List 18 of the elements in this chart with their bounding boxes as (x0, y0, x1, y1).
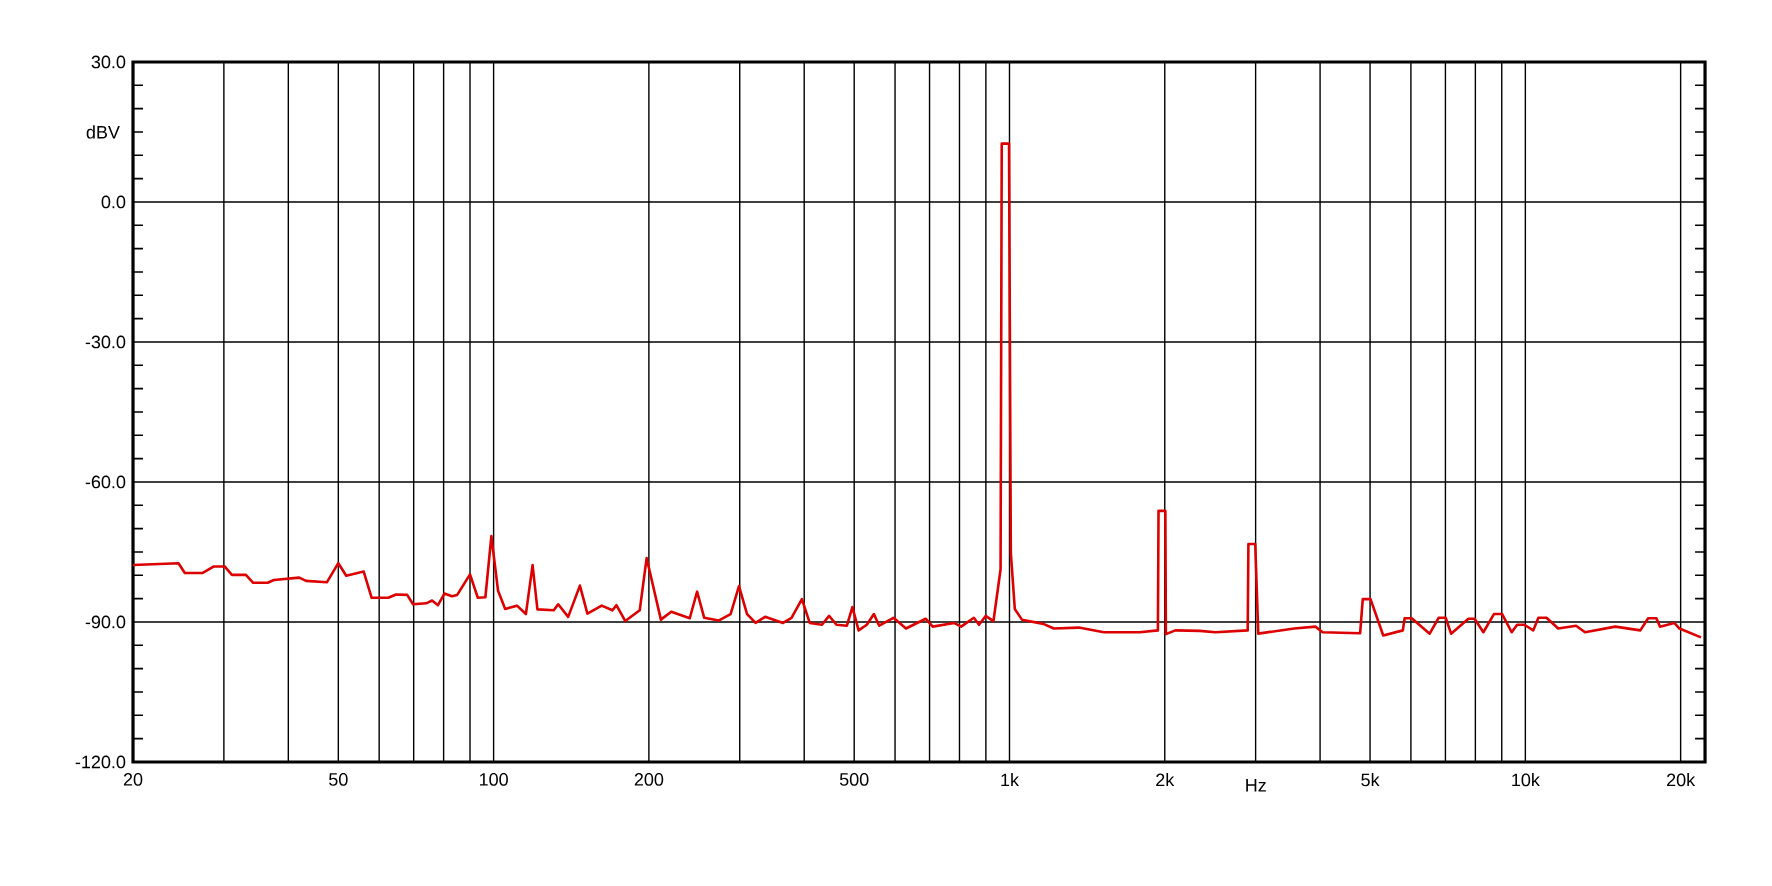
x-tick-label: 200 (634, 773, 664, 786)
x-tick-label: 5k (1361, 773, 1380, 787)
y-tick-label: 30.0 (91, 55, 126, 69)
y-tick-label: 0.0 (101, 195, 126, 209)
x-tick-label: 20 (123, 773, 143, 786)
x-tick-label: 1k (1001, 773, 1020, 787)
x-tick-label: 20k (1667, 773, 1696, 787)
y-tick-label: -120.0 (75, 755, 126, 769)
y-tick-label: -30.0 (85, 335, 126, 349)
x-tick-label: 500 (839, 773, 869, 786)
x-tick-label: 2k (1156, 773, 1175, 787)
x-tick-label: 100 (479, 773, 508, 786)
y-tick-label: -90.0 (85, 615, 126, 629)
x-axis-title: Hz (1246, 779, 1266, 792)
y-axis-title: dBV (86, 125, 120, 139)
x-tick-label: 50 (329, 773, 348, 786)
y-tick-label: -60.0 (85, 475, 126, 489)
x-tick-label: 10k (1512, 773, 1540, 787)
